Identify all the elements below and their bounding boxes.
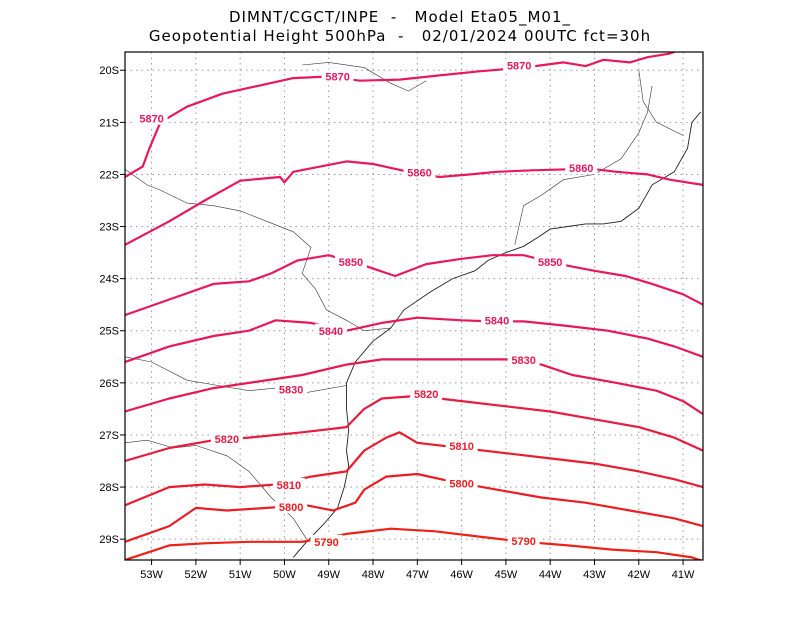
contour-label-5830: 5830 bbox=[279, 385, 303, 397]
contour-label-bg bbox=[534, 255, 567, 269]
contour-line-5790 bbox=[125, 527, 703, 560]
contour-label-bg bbox=[310, 534, 343, 548]
contour-label-bg bbox=[314, 323, 347, 337]
y-tick-label: 25S bbox=[99, 326, 119, 338]
x-tick-label: 53W bbox=[140, 569, 163, 581]
contour-label-5800: 5800 bbox=[279, 502, 303, 514]
coastline bbox=[390, 111, 702, 329]
contour-label-5790: 5790 bbox=[511, 536, 535, 548]
contour-line-5850 bbox=[125, 254, 703, 317]
contour-label-5870: 5870 bbox=[507, 61, 531, 73]
coastline-south bbox=[292, 327, 391, 558]
state-border bbox=[125, 168, 267, 222]
axis-ticks: 53W 52W 51W 50W 49W 48W 47W 46W 45W 44W 43W 42W 41W 2… bbox=[99, 65, 695, 581]
contour-label-bg bbox=[135, 111, 168, 125]
x-tick-label: 42W bbox=[627, 569, 650, 581]
contour-label-5860: 5860 bbox=[407, 167, 431, 179]
x-tick-label: 45W bbox=[495, 569, 518, 581]
contour-label-bg bbox=[321, 69, 354, 83]
contour-label-bg bbox=[481, 313, 514, 327]
contour-label-bg bbox=[565, 161, 598, 175]
contour-label-bg bbox=[507, 533, 540, 547]
y-tick-label: 23S bbox=[99, 222, 119, 234]
y-tick-label: 24S bbox=[99, 274, 119, 286]
x-tick-label: 52W bbox=[185, 569, 208, 581]
contour-label-bg bbox=[445, 476, 478, 490]
state-border bbox=[125, 356, 347, 394]
state-border bbox=[638, 70, 684, 136]
contour-label-bg bbox=[334, 255, 367, 269]
state-border bbox=[302, 62, 427, 92]
contour-label-5810: 5810 bbox=[277, 480, 301, 492]
x-tick-label: 51W bbox=[229, 569, 252, 581]
contour-label-5810: 5810 bbox=[449, 441, 473, 453]
state-border bbox=[514, 85, 653, 245]
y-tick-label: 26S bbox=[99, 378, 119, 390]
contour-line-5800 bbox=[125, 472, 703, 543]
contour-label-5860: 5860 bbox=[569, 163, 593, 175]
contour-label-5820: 5820 bbox=[414, 389, 438, 401]
contour-line-5810 bbox=[125, 431, 703, 507]
x-tick-label: 47W bbox=[406, 569, 429, 581]
state-border bbox=[266, 221, 391, 332]
map-boundaries bbox=[125, 62, 702, 558]
contour-lines bbox=[125, 52, 703, 560]
x-tick-label: 46W bbox=[450, 569, 473, 581]
contour-label-5800: 5800 bbox=[449, 478, 473, 490]
x-tick-label: 49W bbox=[317, 569, 340, 581]
plot-frame bbox=[124, 51, 704, 561]
contour-label-bg bbox=[445, 438, 478, 452]
contour-label-5840: 5840 bbox=[319, 326, 343, 338]
contour-label-bg bbox=[410, 386, 443, 400]
contour-line-5830 bbox=[125, 358, 703, 416]
contour-label-bg bbox=[272, 478, 305, 492]
x-tick-label: 48W bbox=[362, 569, 385, 581]
contour-label-bg bbox=[503, 58, 536, 72]
y-tick-label: 21S bbox=[99, 117, 119, 129]
contour-line-5840 bbox=[125, 316, 703, 364]
contour-label-bg bbox=[507, 352, 540, 366]
contour-label-5790: 5790 bbox=[314, 537, 338, 549]
contour-label-5850: 5850 bbox=[339, 257, 363, 269]
contour-line-5870 bbox=[125, 52, 678, 179]
contour-label-5870: 5870 bbox=[139, 114, 163, 126]
contour-label-5850: 5850 bbox=[538, 257, 562, 269]
contour-label-5830: 5830 bbox=[511, 355, 535, 367]
y-tick-label: 20S bbox=[99, 65, 119, 77]
contour-labels: 5870 5870 5870 5860 5860 5850 5850 5840 5840 5830… bbox=[135, 58, 598, 549]
contour-label-5820: 5820 bbox=[215, 434, 239, 446]
y-tick-label: 29S bbox=[99, 534, 119, 546]
x-tick-label: 44W bbox=[539, 569, 562, 581]
contour-label-bg bbox=[210, 432, 243, 446]
x-tick-label: 50W bbox=[273, 569, 296, 581]
chart-title-field: Geopotential Height 500hPa - 02/01/2024 … bbox=[148, 27, 652, 45]
y-tick-label: 28S bbox=[99, 482, 119, 494]
x-tick-label: 41W bbox=[672, 569, 695, 581]
contour-line-5820 bbox=[125, 394, 703, 463]
y-tick-label: 27S bbox=[99, 430, 119, 442]
y-tick-label: 22S bbox=[99, 169, 119, 181]
contour-label-bg bbox=[403, 165, 436, 179]
chart-title-source: DIMNT/CGCT/INPE - Model Eta05_M01_ bbox=[228, 8, 572, 26]
gridlines bbox=[125, 52, 703, 560]
contour-label-5840: 5840 bbox=[485, 315, 509, 327]
contour-label-5870: 5870 bbox=[325, 72, 349, 84]
x-tick-label: 43W bbox=[583, 569, 606, 581]
contour-label-bg bbox=[275, 382, 308, 396]
contour-label-bg bbox=[275, 499, 308, 513]
